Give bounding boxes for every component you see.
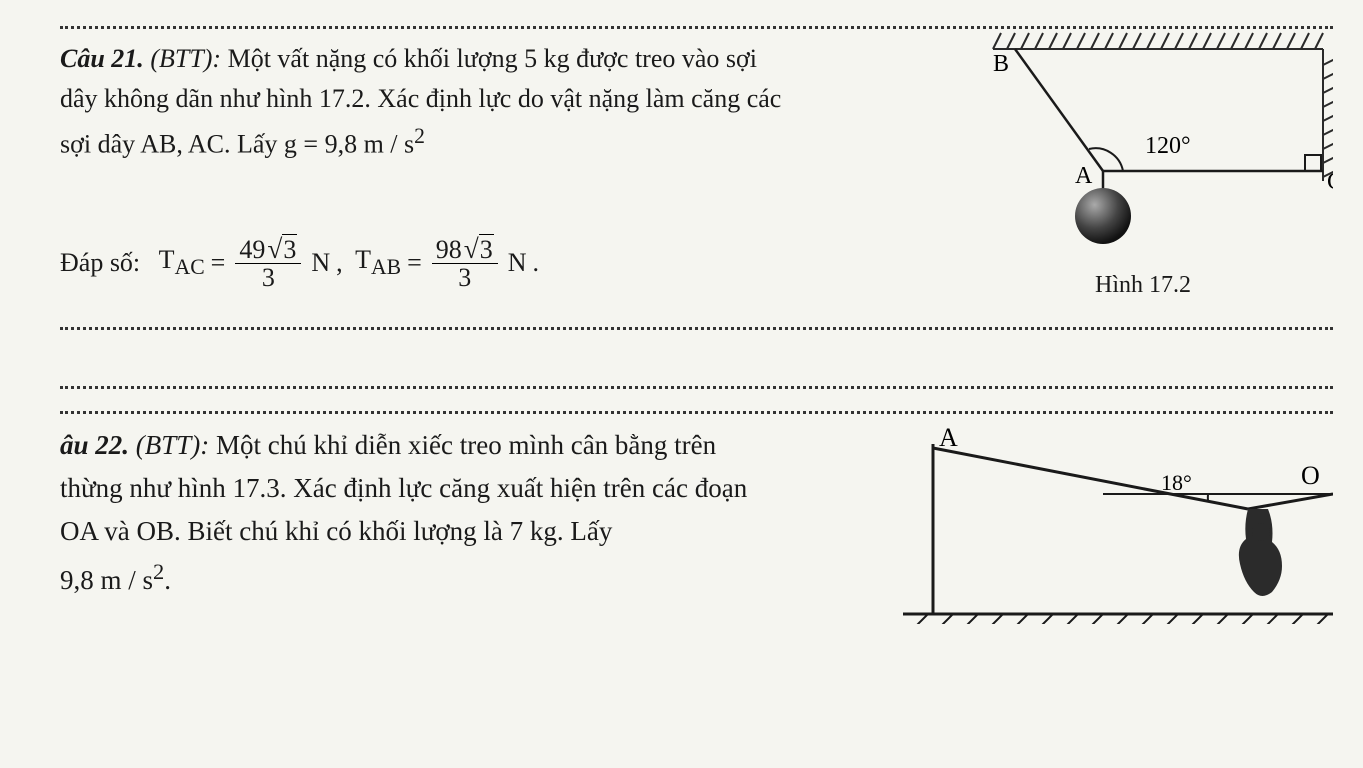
tab-sub: AB	[371, 256, 401, 280]
tab-num-coef: 98	[436, 235, 462, 264]
label-C: C	[1327, 169, 1333, 195]
label-A: A	[939, 424, 958, 452]
q22-line3: OA và OB. Biết chú khỉ có khối lượng là …	[60, 516, 612, 546]
unit-N: N	[508, 248, 527, 278]
tab-symbol: TAB	[355, 245, 401, 280]
q22-exp: 2	[153, 559, 164, 584]
tab-T: T	[355, 245, 371, 274]
separator-dotted	[60, 327, 1333, 330]
q22-line2: thừng như hình 17.3. Xác định lực căng x…	[60, 473, 747, 503]
unit-N: N	[311, 248, 330, 278]
figure-17-3: A O 18°	[903, 424, 1333, 629]
tab-fraction: 983 3	[432, 235, 498, 292]
tac-num-coef: 49	[239, 235, 265, 264]
page: { "q21": { "label": "Câu 21.", "source":…	[0, 0, 1363, 768]
q22-line1: Một chú khỉ diễn xiếc treo mình cân bằng…	[216, 430, 716, 460]
q22-line4b: .	[164, 565, 171, 595]
question-label: Câu 21.	[60, 44, 144, 73]
tac-symbol: TAC	[159, 245, 205, 280]
q21-line3: sợi dây AB, AC. Lấy g = 9,8 m / s	[60, 129, 414, 158]
tac-sub: AC	[175, 256, 205, 280]
sqrt-icon: 3	[265, 235, 297, 264]
question-label: âu 22.	[60, 430, 129, 460]
separator-dotted	[60, 411, 1333, 414]
tab-rad: 3	[479, 234, 494, 264]
label-B: B	[993, 51, 1009, 77]
tac-T: T	[159, 245, 175, 274]
gap	[60, 340, 1333, 380]
label-O: O	[1301, 461, 1320, 490]
q21-exp: 2	[414, 124, 425, 148]
question-source: (BTT):	[136, 430, 210, 460]
q21-line2: dây không dãn như hình 17.2. Xác định lự…	[60, 84, 781, 113]
question-22: âu 22. (BTT): Một chú khỉ diễn xiếc treo…	[60, 424, 1333, 684]
label-angle-120: 120°	[1145, 133, 1191, 159]
figure-caption: Hình 17.2	[953, 272, 1333, 299]
tac-rad: 3	[282, 234, 297, 264]
q22-line4a: 9,8 m / s	[60, 565, 153, 595]
label-A: A	[1075, 163, 1093, 189]
diagram-17-2: B A C 120°	[953, 31, 1333, 261]
equals: =	[211, 248, 226, 278]
q21-line1: Một vất nặng có khối lượng 5 kg được tre…	[228, 44, 757, 73]
figure-17-2: B A C 120° Hình 17.2	[953, 31, 1333, 299]
question-21: Câu 21. (BTT): Một vất nặng có khối lượn…	[60, 39, 1333, 299]
separator-dotted	[60, 386, 1333, 389]
tab-den: 3	[454, 264, 475, 291]
question-22-text: âu 22. (BTT): Một chú khỉ diễn xiếc treo…	[60, 424, 850, 602]
question-source: (BTT):	[150, 44, 221, 73]
separator-dotted	[60, 26, 1333, 29]
sqrt-icon: 3	[462, 235, 494, 264]
tac-fraction: 493 3	[235, 235, 301, 292]
answer-prefix: Đáp số:	[60, 248, 140, 278]
tac-den: 3	[258, 264, 279, 291]
label-angle-18: 18°	[1161, 470, 1192, 495]
equals: =	[407, 248, 422, 278]
diagram-17-3: A O 18°	[903, 424, 1333, 624]
question-21-text: Câu 21. (BTT): Một vất nặng có khối lượn…	[60, 39, 930, 165]
